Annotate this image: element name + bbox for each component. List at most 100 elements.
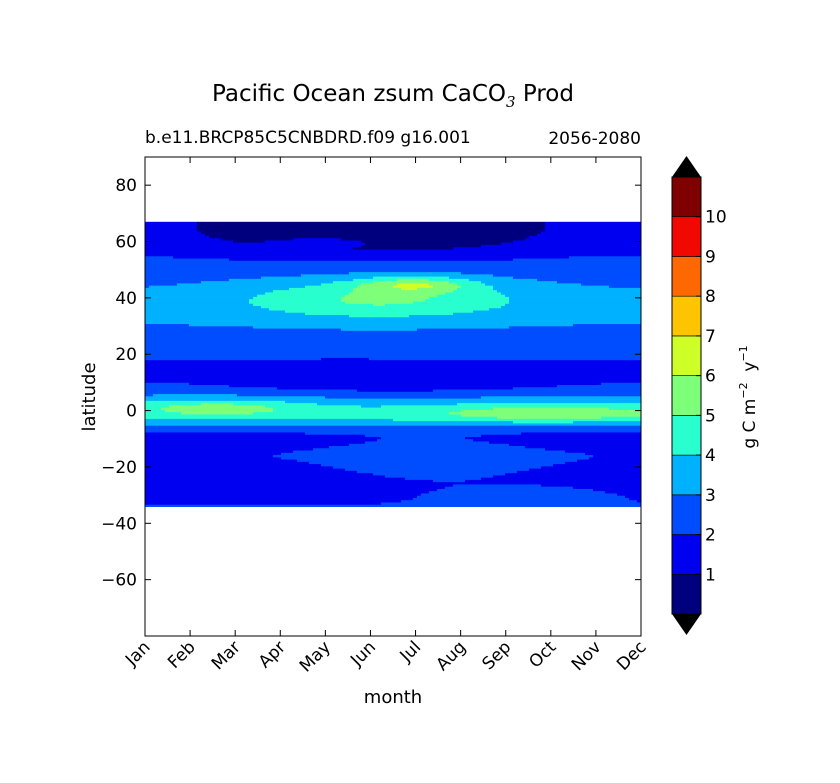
colorbar-extend-max — [672, 156, 701, 177]
contour-cell — [145, 251, 641, 255]
contour-cell — [365, 440, 490, 444]
contour-cell — [329, 445, 526, 449]
contour-cell — [145, 436, 382, 440]
contour-cell — [489, 440, 641, 444]
contour-cell — [473, 438, 641, 442]
colorbar-label: g C m−2 y−1 — [737, 345, 760, 448]
x-tick-label: Nov — [568, 637, 606, 675]
contour-cell — [145, 474, 386, 478]
contour-cell — [461, 271, 641, 275]
contour-cell — [365, 434, 482, 437]
contour-cell — [145, 343, 641, 347]
contour-cell — [509, 300, 641, 304]
contour-cell — [257, 294, 346, 297]
contour-cell — [145, 330, 641, 334]
contour-cell — [433, 285, 462, 288]
contour-cell — [145, 312, 306, 316]
contour-cell — [145, 438, 378, 442]
contour-cell — [285, 400, 641, 404]
contour-cell — [593, 454, 641, 458]
chart-subtitle-right: 2056-2080 — [548, 129, 641, 149]
contour-cell — [401, 499, 638, 503]
contour-cell — [577, 458, 641, 462]
contour-cell — [449, 280, 482, 284]
contour-cell — [333, 280, 374, 284]
contour-cell — [249, 298, 342, 302]
contour-cell — [393, 418, 641, 422]
contour-cell — [201, 230, 542, 234]
contour-cell — [273, 289, 354, 293]
colorbar-tick-label: 6 — [705, 367, 716, 387]
contour-cell — [493, 273, 641, 277]
contour-cell — [145, 361, 641, 365]
contour-cell — [233, 402, 318, 406]
contour-cell — [145, 244, 362, 248]
contour-cell — [145, 285, 150, 288]
contour-cell — [461, 409, 641, 413]
contour-cell — [365, 242, 502, 245]
contour-cell — [253, 303, 374, 306]
contour-cell — [281, 452, 586, 456]
contour-cell — [481, 477, 641, 480]
contour-cell — [429, 278, 470, 282]
contour-cell — [145, 334, 641, 338]
x-tick-label: Sep — [478, 637, 515, 674]
contour-cell — [145, 316, 641, 320]
colorbar-segment — [671, 335, 702, 376]
contour-cell — [145, 461, 310, 465]
contour-cell — [569, 255, 641, 259]
contour-cell — [501, 291, 641, 295]
y-tick-label: −40 — [101, 514, 137, 534]
contour-cell — [457, 402, 641, 406]
contour-cell — [433, 479, 466, 483]
contour-cell — [261, 305, 502, 309]
contour-cell — [237, 393, 641, 397]
contour-cell — [145, 309, 286, 313]
contour-cell — [417, 287, 458, 291]
contour-cell — [145, 307, 270, 311]
contour-cell — [353, 287, 402, 291]
contour-cell — [145, 400, 286, 404]
colorbar-tick-label: 8 — [705, 287, 716, 307]
contour-cell — [545, 221, 641, 225]
contour-cell — [145, 348, 641, 352]
contour-cell — [169, 404, 266, 408]
contour-cell — [145, 481, 641, 485]
colorbar-segment — [671, 454, 702, 496]
contour-cell — [145, 443, 350, 447]
contour-cell — [145, 321, 641, 325]
contour-cell — [457, 287, 494, 291]
contour-cell — [145, 495, 418, 498]
contour-cell — [145, 379, 641, 383]
contour-cell — [445, 291, 502, 295]
contour-cell — [409, 314, 641, 318]
contour-cell — [381, 501, 641, 505]
x-tick-label: Aug — [433, 637, 471, 675]
contour-cell — [145, 314, 350, 318]
contour-cell — [145, 276, 262, 279]
contour-cell — [145, 242, 366, 245]
contour-cell — [609, 285, 641, 288]
contour-cell — [557, 384, 641, 388]
contour-cell — [177, 282, 322, 286]
contour-cell — [145, 352, 641, 356]
contour-cell — [321, 463, 554, 467]
contour-cell — [485, 282, 582, 286]
contour-cell — [373, 276, 450, 279]
contour-cell — [145, 504, 641, 507]
x-axis-label: month — [364, 687, 422, 708]
contour-cell — [145, 393, 154, 397]
contour-cell — [233, 239, 266, 243]
contour-cell — [545, 447, 641, 451]
contour-cell — [145, 434, 366, 437]
contour-cell — [349, 291, 446, 295]
contour-cell — [429, 296, 510, 300]
contour-cell — [637, 499, 641, 503]
contour-cell — [341, 327, 418, 331]
contour-cell — [145, 490, 430, 494]
contour-cell — [145, 402, 202, 406]
contour-cell — [145, 427, 641, 431]
contour-cell — [145, 228, 198, 232]
contour-cell — [381, 436, 466, 440]
